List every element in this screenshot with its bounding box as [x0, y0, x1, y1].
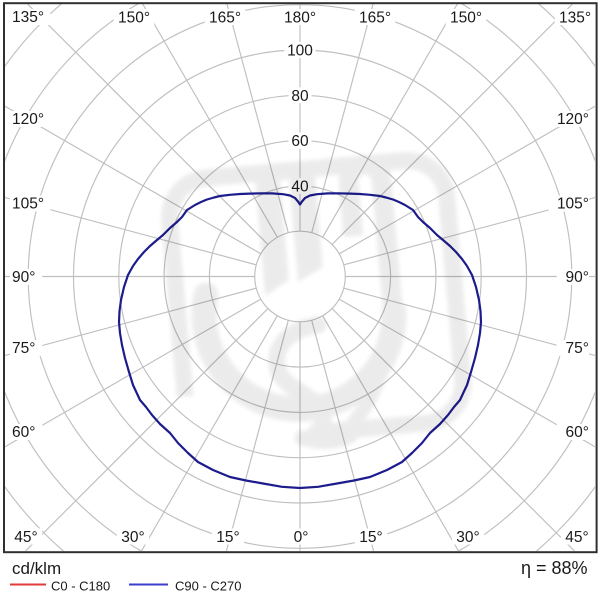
svg-text:C0 - C180: C0 - C180	[51, 579, 110, 594]
svg-text:15°: 15°	[359, 529, 382, 546]
svg-text:75°: 75°	[12, 340, 35, 357]
svg-text:165°: 165°	[209, 9, 241, 26]
svg-text:135°: 135°	[559, 9, 591, 26]
svg-text:90°: 90°	[12, 269, 35, 286]
svg-text:60°: 60°	[566, 424, 589, 441]
svg-text:150°: 150°	[450, 9, 482, 26]
svg-text:150°: 150°	[118, 9, 150, 26]
svg-text:30°: 30°	[456, 529, 479, 546]
svg-text:120°: 120°	[12, 111, 44, 128]
svg-text:165°: 165°	[359, 9, 391, 26]
svg-text:80: 80	[291, 88, 309, 105]
svg-text:0°: 0°	[294, 529, 309, 546]
svg-text:135°: 135°	[12, 9, 44, 26]
svg-text:60°: 60°	[12, 424, 35, 441]
svg-text:90°: 90°	[566, 269, 589, 286]
svg-text:30°: 30°	[121, 529, 144, 546]
svg-text:180°: 180°	[284, 9, 316, 26]
svg-text:75°: 75°	[566, 340, 589, 357]
svg-text:45°: 45°	[14, 529, 37, 546]
svg-text:cd/klm: cd/klm	[12, 559, 61, 578]
svg-text:45°: 45°	[565, 529, 588, 546]
svg-text:C90 - C270: C90 - C270	[175, 579, 241, 594]
svg-text:15°: 15°	[216, 529, 239, 546]
svg-text:η = 88%: η = 88%	[521, 558, 588, 578]
svg-text:120°: 120°	[557, 111, 589, 128]
svg-text:100: 100	[287, 43, 313, 60]
svg-text:105°: 105°	[12, 196, 44, 213]
svg-text:105°: 105°	[557, 196, 589, 213]
svg-text:60: 60	[291, 133, 309, 150]
